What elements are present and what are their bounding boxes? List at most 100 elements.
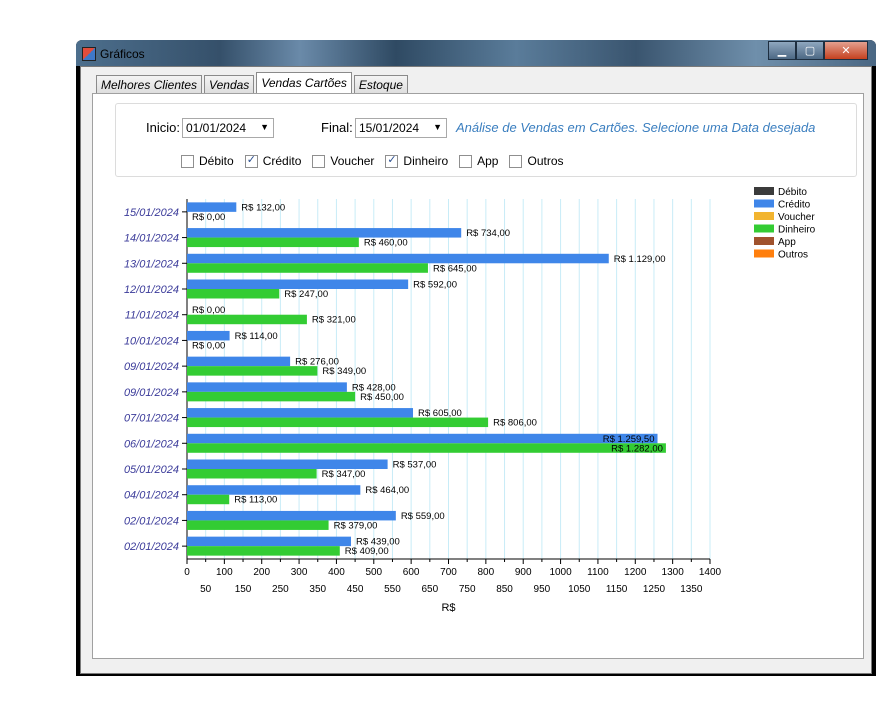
y-tick-label: 10/01/2024 (124, 335, 179, 347)
final-date-value: 15/01/2024 (359, 121, 420, 135)
x-tick-label: 1350 (680, 584, 703, 595)
legend-swatch (754, 187, 774, 195)
bar-dinheiro (187, 494, 230, 505)
y-tick-label: 15/01/2024 (124, 207, 179, 219)
checkbox-label: App (477, 154, 499, 168)
data-label-credito: R$ 559,00 (401, 511, 445, 522)
checkbox-box[interactable] (244, 153, 258, 168)
data-label-credito: R$ 0,00 (192, 305, 225, 316)
filter-panel: Inicio: 01/01/2024 ▼ Final: 15/01/2024 ▼… (115, 103, 857, 177)
close-button[interactable]: ✕ (824, 41, 868, 60)
bar-credito (187, 382, 347, 392)
x-tick-label: 1150 (606, 584, 628, 595)
data-label-dinheiro: R$ 1.282,00 (611, 443, 663, 454)
data-label-dinheiro: R$ 460,00 (364, 238, 408, 249)
final-date-picker[interactable]: 15/01/2024 ▼ (355, 118, 447, 138)
bar-credito (187, 253, 609, 264)
y-tick-label: 09/01/2024 (124, 361, 179, 373)
window-client-area: Melhores Clientes Vendas Vendas Cartões … (80, 66, 872, 674)
data-label-credito: R$ 1.259,50 (603, 434, 655, 445)
data-label-dinheiro: R$ 0,00 (192, 340, 225, 351)
x-tick-label: 1300 (662, 567, 685, 578)
maximize-button[interactable]: ▢ (796, 41, 824, 60)
checkbox-debito[interactable]: Débito (181, 154, 234, 168)
checkbox-label: Crédito (262, 154, 302, 168)
data-label-credito: R$ 464,00 (365, 485, 409, 496)
legend-label: Dinheiro (778, 225, 816, 236)
legend-label: App (778, 237, 796, 248)
bar-dinheiro (187, 391, 356, 402)
checkbox-box[interactable] (385, 153, 399, 168)
x-tick-label: 800 (478, 567, 495, 578)
tab-vendas[interactable]: Vendas (204, 75, 255, 93)
checkbox-app[interactable]: App (459, 154, 498, 168)
checkbox-box[interactable] (459, 154, 473, 168)
x-tick-label: 1200 (624, 567, 647, 578)
x-tick-label: 100 (216, 567, 233, 578)
bar-credito (187, 330, 230, 341)
window-title: Gráficos (100, 47, 145, 61)
x-tick-label: 650 (421, 584, 438, 595)
checkbox-dinheiro[interactable]: Dinheiro (385, 153, 448, 168)
data-label-dinheiro: R$ 409,00 (345, 546, 389, 557)
data-label-dinheiro: R$ 0,00 (192, 212, 225, 223)
checkbox-label: Voucher (330, 154, 375, 168)
chevron-down-icon[interactable]: ▼ (433, 122, 442, 132)
checkbox-box[interactable] (509, 154, 523, 168)
data-label-dinheiro: R$ 349,00 (322, 366, 366, 377)
inicio-date-picker[interactable]: 01/01/2024 ▼ (182, 118, 274, 138)
bar-credito (187, 279, 409, 289)
x-tick-label: 450 (347, 584, 364, 595)
data-label-dinheiro: R$ 113,00 (234, 495, 277, 506)
title-bar[interactable]: Gráficos ▁ ▢ ✕ (76, 40, 876, 66)
data-label-dinheiro: R$ 379,00 (334, 520, 378, 531)
bar-credito (187, 408, 414, 418)
data-label-dinheiro: R$ 247,00 (284, 289, 328, 300)
data-label-credito: R$ 428,00 (352, 382, 396, 393)
y-tick-label: 11/01/2024 (125, 310, 179, 322)
x-tick-label: 1100 (587, 567, 609, 578)
x-tick-label: 900 (515, 567, 532, 578)
x-tick-label: 600 (403, 567, 420, 578)
y-tick-label: 13/01/2024 (124, 258, 179, 270)
bar-credito (187, 510, 396, 521)
checkbox-outros[interactable]: Outros (509, 154, 564, 168)
x-tick-label: 1000 (549, 567, 572, 578)
bar-dinheiro (187, 546, 340, 556)
data-label-credito: R$ 592,00 (413, 280, 457, 291)
y-tick-label: 14/01/2024 (124, 233, 179, 245)
tab-melhores-clientes[interactable]: Melhores Clientes (96, 75, 203, 93)
x-tick-label: 550 (384, 584, 401, 595)
tab-vendas-cartoes[interactable]: Vendas Cartões (256, 72, 352, 93)
bar-credito (187, 459, 388, 469)
checkbox-box[interactable] (181, 154, 194, 168)
data-label-credito: R$ 439,00 (356, 537, 400, 548)
bar-dinheiro (187, 469, 317, 479)
checkbox-box[interactable] (312, 154, 326, 168)
data-label-credito: R$ 537,00 (393, 460, 437, 471)
legend-label: Débito (778, 187, 807, 198)
minimize-button[interactable]: ▁ (768, 41, 796, 60)
legend-label: Crédito (778, 200, 811, 211)
app-icon (82, 47, 96, 61)
chevron-down-icon[interactable]: ▼ (260, 122, 269, 132)
x-axis-title: R$ (441, 602, 455, 614)
data-label-dinheiro: R$ 321,00 (312, 315, 356, 326)
tab-estoque[interactable]: Estoque (353, 75, 408, 93)
checkbox-voucher[interactable]: Voucher (312, 154, 374, 168)
checkbox-credito[interactable]: Crédito (244, 153, 302, 168)
y-tick-label: 12/01/2024 (124, 284, 179, 296)
bar-dinheiro (187, 289, 280, 299)
x-tick-label: 400 (328, 567, 345, 578)
bar-credito (187, 485, 361, 495)
bar-credito (187, 356, 291, 367)
final-label: Final: (321, 120, 353, 135)
x-tick-label: 50 (200, 584, 212, 595)
y-tick-label: 06/01/2024 (124, 438, 179, 450)
x-tick-label: 1400 (699, 567, 722, 578)
x-tick-label: 300 (291, 567, 308, 578)
legend-label: Outros (778, 250, 808, 261)
bar-dinheiro (187, 263, 428, 273)
payment-type-checkboxes: Débito Crédito Voucher Dinheiro App Outr… (181, 153, 575, 168)
inicio-label: Inicio: (146, 120, 180, 135)
